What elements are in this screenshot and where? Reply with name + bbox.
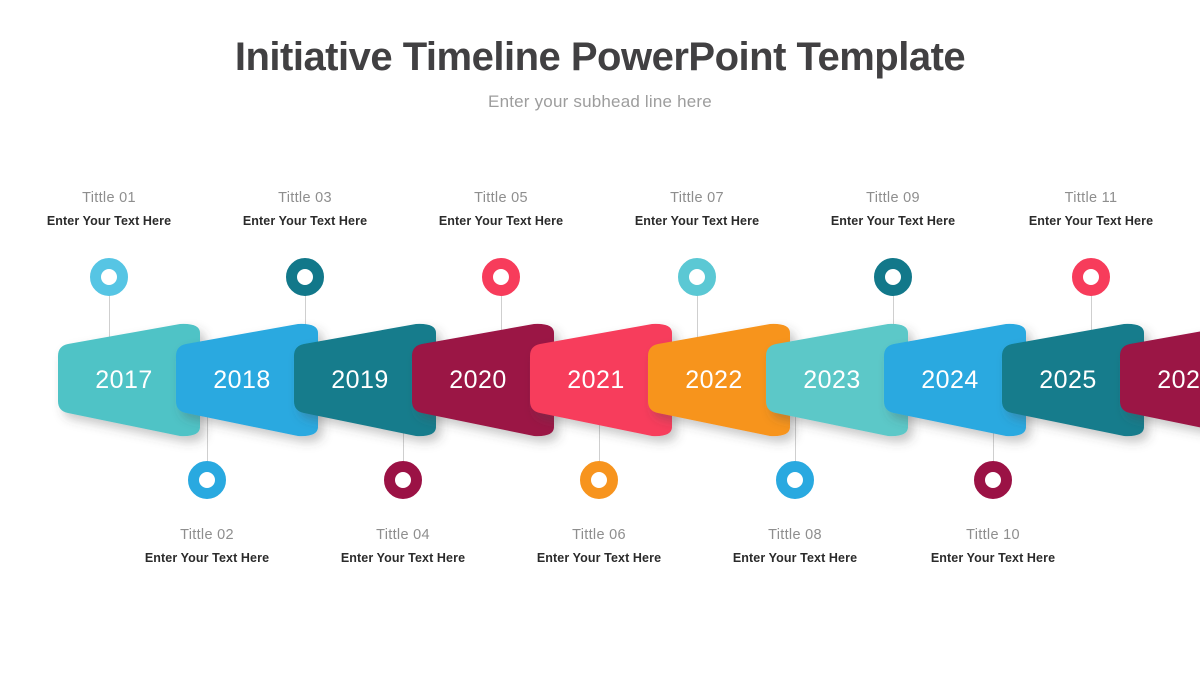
milestone-text: Enter Your Text Here [634, 214, 760, 228]
timeline-marker-01[interactable] [90, 258, 128, 296]
page-title: Initiative Timeline PowerPoint Template [234, 35, 966, 79]
connector-line [403, 400, 404, 475]
milestone-label-04: Tittle 04 Enter Your Text Here [303, 527, 503, 565]
timeline-marker-08[interactable] [776, 461, 814, 499]
milestone-text: Enter Your Text Here [1028, 214, 1154, 228]
connector-line [109, 295, 110, 375]
connector-line [697, 295, 698, 375]
timeline-marker-03[interactable] [286, 258, 324, 296]
segment-shape [176, 323, 318, 437]
segment-shape [648, 323, 790, 437]
milestone-text: Enter Your Text Here [930, 551, 1056, 565]
milestone-title: Tittle 08 [768, 527, 822, 543]
milestone-title: Tittle 09 [866, 190, 920, 206]
milestone-label-01: Tittle 01 Enter Your Text Here [9, 190, 209, 228]
timeline-marker-09[interactable] [874, 258, 912, 296]
segment-shape [530, 323, 672, 437]
timeline-marker-02[interactable] [188, 461, 226, 499]
milestone-title: Tittle 04 [376, 527, 430, 543]
connector-line [207, 400, 208, 475]
milestone-text: Enter Your Text Here [340, 551, 466, 565]
milestone-title: Tittle 06 [572, 527, 626, 543]
milestone-label-07: Tittle 07 Enter Your Text Here [597, 190, 797, 228]
milestone-text: Enter Your Text Here [438, 214, 564, 228]
segment-shape [294, 323, 436, 437]
milestone-label-02: Tittle 02 Enter Your Text Here [107, 527, 307, 565]
milestone-label-11: Tittle 11 Enter Your Text Here [991, 190, 1191, 228]
connector-line [993, 400, 994, 475]
milestone-text: Enter Your Text Here [46, 214, 172, 228]
milestone-title: Tittle 10 [966, 527, 1020, 543]
timeline-marker-10[interactable] [974, 461, 1012, 499]
segment-shape [58, 323, 200, 437]
timeline-marker-04[interactable] [384, 461, 422, 499]
milestone-text: Enter Your Text Here [242, 214, 368, 228]
milestone-label-06: Tittle 06 Enter Your Text Here [499, 527, 699, 565]
milestone-text: Enter Your Text Here [536, 551, 662, 565]
milestone-text: Enter Your Text Here [144, 551, 270, 565]
milestone-text: Enter Your Text Here [732, 551, 858, 565]
milestone-title: Tittle 11 [1064, 190, 1118, 206]
timeline-marker-07[interactable] [678, 258, 716, 296]
page-subtitle: Enter your subhead line here [488, 92, 712, 111]
milestone-label-08: Tittle 08 Enter Your Text Here [695, 527, 895, 565]
connector-line [795, 400, 796, 475]
segment-shape [412, 323, 554, 437]
timeline-marker-11[interactable] [1072, 258, 1110, 296]
milestone-label-05: Tittle 05 Enter Your Text Here [401, 190, 601, 228]
milestone-label-10: Tittle 10 Enter Your Text Here [893, 527, 1093, 565]
timeline-marker-05[interactable] [482, 258, 520, 296]
milestone-title: Tittle 05 [474, 190, 528, 206]
connector-line [599, 400, 600, 475]
segment-shape [884, 323, 1026, 437]
milestone-title: Tittle 01 [82, 190, 136, 206]
milestone-title: Tittle 03 [278, 190, 332, 206]
milestone-title: Tittle 02 [180, 527, 234, 543]
milestone-label-09: Tittle 09 Enter Your Text Here [793, 190, 993, 228]
milestone-title: Tittle 07 [670, 190, 724, 206]
milestone-label-03: Tittle 03 Enter Your Text Here [205, 190, 405, 228]
segment-shape [1002, 323, 1144, 437]
segment-shape [766, 323, 908, 437]
milestone-text: Enter Your Text Here [830, 214, 956, 228]
slide-header: Initiative Timeline PowerPoint Template … [0, 34, 1200, 112]
segment-shape [1120, 331, 1200, 428]
timeline-marker-06[interactable] [580, 461, 618, 499]
timeline-segment-2026[interactable]: 2026 [1110, 313, 1200, 448]
